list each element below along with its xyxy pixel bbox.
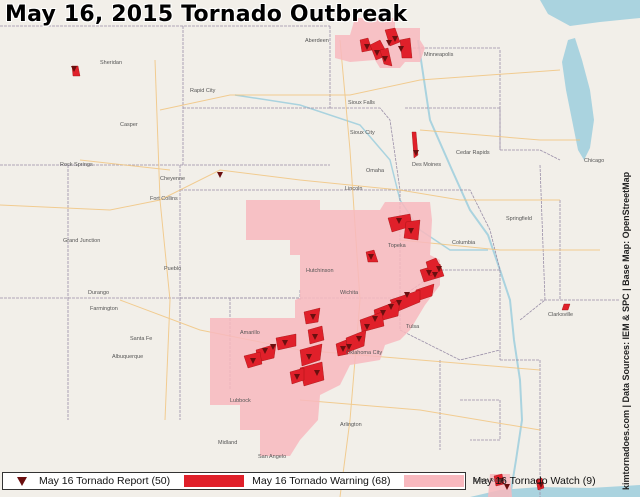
city-label: Aberdeen — [305, 38, 329, 44]
city-label: Hutchinson — [306, 268, 334, 274]
city-label: Arlington — [340, 422, 362, 428]
city-label: Cedar Rapids — [456, 150, 490, 156]
city-label: Des Moines — [412, 162, 442, 168]
city-label: Omaha — [366, 168, 385, 174]
city-label: Sioux City — [350, 130, 375, 136]
lake-superior — [540, 0, 640, 26]
roads — [0, 39, 600, 497]
city-label: Wichita — [340, 290, 359, 296]
city-label: Amarillo — [240, 330, 260, 336]
tornado-reports — [71, 36, 544, 490]
lake-michigan — [562, 38, 594, 160]
tornado-warning-swatch — [184, 475, 245, 487]
legend-report-label: May 16 Tornado Report (50) — [39, 475, 171, 487]
city-label: Topeka — [388, 243, 406, 249]
legend-report: May 16 Tornado Report (50) — [3, 475, 170, 487]
watch-area-louisiana — [488, 474, 512, 497]
city-label: Lubbock — [230, 398, 251, 404]
city-label: Chicago — [584, 158, 605, 164]
city-label: Minneapolis — [424, 52, 454, 58]
legend-watch-label: May 16 Tornado Watch (9) — [472, 475, 596, 487]
city-label: Clarksville — [548, 312, 574, 318]
city-label: Tulsa — [406, 324, 420, 330]
city-label: Rock Springs — [60, 162, 93, 168]
city-label: Pueblo — [164, 266, 182, 272]
city-label: Santa Fe — [130, 336, 153, 342]
city-label: Midland — [218, 440, 238, 446]
city-label: Grand Junction — [63, 238, 101, 244]
city-label: Fort Collins — [150, 196, 178, 202]
city-label: Sioux Falls — [348, 100, 375, 106]
city-label: Cheyenne — [160, 176, 186, 182]
city-label: Albuquerque — [112, 354, 144, 360]
city-label: Lincoln — [345, 186, 363, 192]
city-label: Durango — [88, 290, 110, 296]
legend-watch: May 16 Tornado Watch (9) — [398, 475, 596, 487]
tornado-report-icon — [17, 476, 27, 486]
map-title: May 16, 2015 Tornado Outbreak — [5, 2, 408, 27]
watch-area-south-plains — [210, 200, 440, 456]
gulf-of-mexico — [470, 485, 640, 497]
city-label: Columbia — [452, 240, 476, 246]
tornado-watch-swatch — [404, 475, 465, 487]
city-label: Casper — [120, 122, 138, 128]
legend-warning: May 16 Tornado Warning (68) — [178, 475, 390, 487]
city-label: Farmington — [90, 306, 118, 312]
city-label: Sheridan — [100, 60, 123, 66]
city-label: Rapid City — [190, 88, 216, 94]
map-legend: May 16 Tornado Report (50) May 16 Tornad… — [2, 472, 596, 490]
city-label: Oklahoma City — [346, 350, 383, 356]
city-label: San Angelo — [258, 454, 287, 460]
city-label: Baton Rouge — [474, 478, 507, 484]
legend-warning-label: May 16 Tornado Warning (68) — [252, 475, 391, 487]
city-label: Springfield — [506, 216, 532, 222]
data-source-credit: kimtornadoes.com | Data Sources: IEM & S… — [621, 171, 631, 490]
